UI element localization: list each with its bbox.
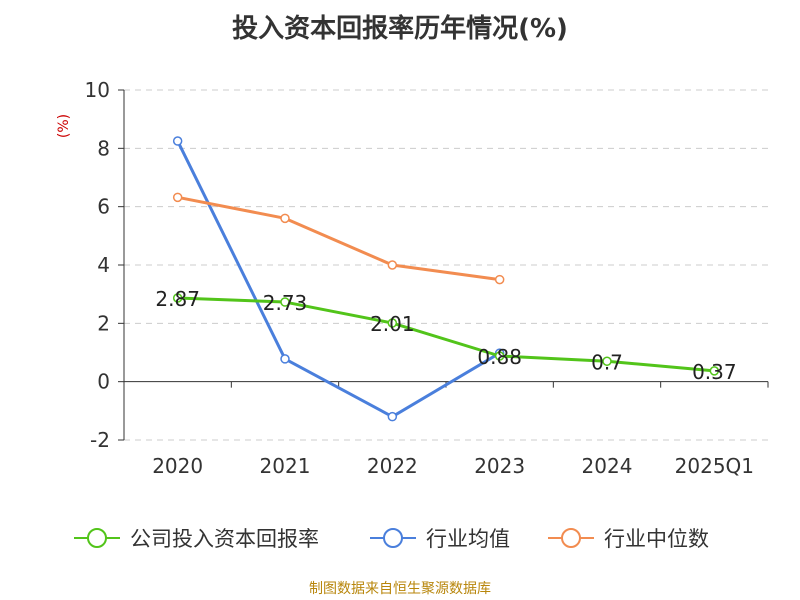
grid-lines — [124, 89, 768, 441]
data-point — [602, 356, 612, 366]
y-tick-label: 0 — [97, 370, 110, 394]
y-tick-label: 4 — [97, 253, 110, 277]
legend-swatch-marker — [383, 528, 403, 548]
axes: -2 0 2 4 6 8 10 2020 2021 2022 2023 2024 2025Q1 (%) — [56, 78, 769, 478]
data-point — [280, 213, 290, 224]
data-label: 2.87 — [155, 287, 200, 311]
y-tick-label: 8 — [97, 136, 110, 160]
legend-swatch-marker — [87, 528, 107, 548]
legend-label: 行业中位数 — [604, 527, 709, 551]
data-point — [387, 411, 398, 422]
x-tick-label: 2024 — [582, 454, 633, 478]
data-point — [494, 351, 505, 361]
y-tick-label: 10 — [85, 78, 110, 102]
legend-label: 公司投入资本回报率 — [130, 527, 319, 551]
data-point — [494, 274, 505, 285]
data-point — [280, 297, 290, 307]
x-tick-label: 2021 — [260, 454, 311, 478]
x-tick-label: 2020 — [152, 454, 203, 478]
data-label: 2.73 — [263, 291, 308, 315]
y-axis-label: (%) — [56, 114, 72, 138]
data-label: 0.37 — [692, 360, 737, 384]
y-tick-label: 6 — [97, 195, 110, 219]
data-point — [172, 293, 183, 303]
data-label: 0.7 — [591, 350, 623, 374]
x-tick-label: 2022 — [367, 454, 418, 478]
legend-swatch-marker — [561, 528, 581, 548]
chart-title: 投入资本回报率历年情况(%) — [232, 14, 568, 44]
series-line-0 — [177, 296, 715, 373]
y-tick-label: -2 — [90, 428, 110, 452]
data-label: 2.01 — [370, 312, 415, 336]
series-line-2 — [177, 195, 500, 282]
data-labels: 2.87 2.73 2.01 0.88 0.7 0.37 — [155, 287, 736, 384]
y-tick-label: 2 — [97, 311, 110, 335]
x-tick-label: 2025Q1 — [675, 454, 754, 478]
series-line-1 — [176, 140, 501, 419]
data-point — [387, 260, 398, 270]
data-point — [387, 318, 398, 328]
legend: 公司投入资本回报率 行业均值 行业中位数 — [74, 527, 709, 551]
x-tick-label: 2023 — [474, 454, 525, 478]
data-label: 0.88 — [477, 345, 522, 369]
data-point — [709, 366, 720, 376]
data-point — [280, 354, 290, 364]
series-lines — [172, 136, 720, 422]
data-point — [172, 192, 183, 203]
data-point — [172, 136, 183, 146]
legend-label: 行业均值 — [426, 527, 510, 551]
data-source-note: 制图数据来自恒生聚源数据库 — [309, 581, 491, 597]
